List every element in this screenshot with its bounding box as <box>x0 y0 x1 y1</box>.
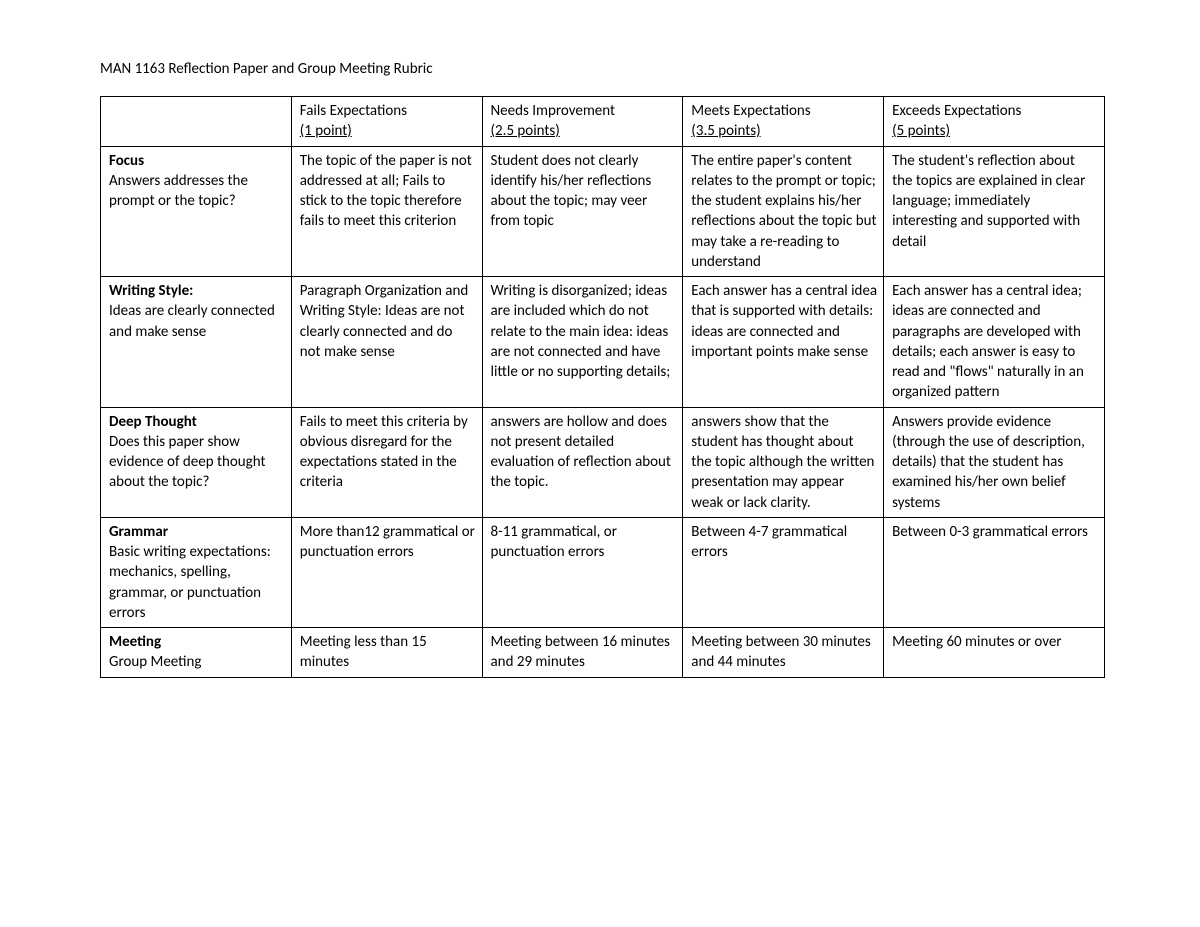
header-title: Needs Improvement <box>491 101 677 121</box>
header-title: Fails Expectations <box>300 101 476 121</box>
header-meets: Meets Expectations (3.5 points) <box>683 97 884 147</box>
criterion-desc: Ideas are clearly connected and make sen… <box>109 301 285 342</box>
cell-needs: 8-11 grammatical, or punctuation errors <box>482 517 683 627</box>
cell-meets: Each answer has a central idea that is s… <box>683 277 884 408</box>
criterion-cell: Grammar Basic writing expectations: mech… <box>101 517 292 627</box>
cell-fails: Paragraph Organization and Writing Style… <box>291 277 482 408</box>
criterion-desc: Group Meeting <box>109 652 285 672</box>
cell-needs: Meeting between 16 minutes and 29 minute… <box>482 628 683 678</box>
rubric-table: Fails Expectations (1 point) Needs Impro… <box>100 96 1105 678</box>
header-points: (2.5 points) <box>491 121 677 141</box>
criterion-title: Deep Thought <box>109 413 197 431</box>
cell-meets: The entire paper's content relates to th… <box>683 146 884 277</box>
header-points: (5 points) <box>892 121 1098 141</box>
cell-meets: Between 4-7 grammatical errors <box>683 517 884 627</box>
header-blank-cell <box>101 97 292 147</box>
header-points: (1 point) <box>300 121 476 141</box>
cell-needs: answers are hollow and does not present … <box>482 407 683 517</box>
table-row: Deep Thought Does this paper show eviden… <box>101 407 1105 517</box>
cell-fails: The topic of the paper is not addressed … <box>291 146 482 277</box>
table-row: Focus Answers addresses the prompt or th… <box>101 146 1105 277</box>
header-fails: Fails Expectations (1 point) <box>291 97 482 147</box>
criterion-cell: Focus Answers addresses the prompt or th… <box>101 146 292 277</box>
criterion-cell: Writing Style: Ideas are clearly connect… <box>101 277 292 408</box>
document-title: MAN 1163 Reflection Paper and Group Meet… <box>100 60 1105 78</box>
table-row: Grammar Basic writing expectations: mech… <box>101 517 1105 627</box>
criterion-title: Grammar <box>109 523 168 541</box>
criterion-title: Meeting <box>109 633 161 651</box>
cell-needs: Writing is disorganized; ideas are inclu… <box>482 277 683 408</box>
cell-needs: Student does not clearly identify his/he… <box>482 146 683 277</box>
criterion-title: Writing Style: <box>109 282 193 300</box>
header-title: Meets Expectations <box>691 101 877 121</box>
criterion-title: Focus <box>109 152 144 170</box>
table-header-row: Fails Expectations (1 point) Needs Impro… <box>101 97 1105 147</box>
cell-fails: Meeting less than 15 minutes <box>291 628 482 678</box>
criterion-desc: Does this paper show evidence of deep th… <box>109 432 285 493</box>
header-title: Exceeds Expectations <box>892 101 1098 121</box>
header-needs: Needs Improvement (2.5 points) <box>482 97 683 147</box>
cell-exceeds: The student's reflection about the topic… <box>884 146 1105 277</box>
table-row: Writing Style: Ideas are clearly connect… <box>101 277 1105 408</box>
cell-exceeds: Answers provide evidence (through the us… <box>884 407 1105 517</box>
criterion-desc: Basic writing expectations: mechanics, s… <box>109 542 285 623</box>
cell-exceeds: Between 0-3 grammatical errors <box>884 517 1105 627</box>
criterion-desc: Answers addresses the prompt or the topi… <box>109 171 285 212</box>
criterion-cell: Deep Thought Does this paper show eviden… <box>101 407 292 517</box>
cell-exceeds: Meeting 60 minutes or over <box>884 628 1105 678</box>
cell-meets: Meeting between 30 minutes and 44 minute… <box>683 628 884 678</box>
cell-fails: Fails to meet this criteria by obvious d… <box>291 407 482 517</box>
criterion-cell: Meeting Group Meeting <box>101 628 292 678</box>
header-exceeds: Exceeds Expectations (5 points) <box>884 97 1105 147</box>
header-points: (3.5 points) <box>691 121 877 141</box>
document-page: MAN 1163 Reflection Paper and Group Meet… <box>0 0 1200 718</box>
cell-meets: answers show that the student has though… <box>683 407 884 517</box>
table-row: Meeting Group Meeting Meeting less than … <box>101 628 1105 678</box>
cell-exceeds: Each answer has a central idea; ideas ar… <box>884 277 1105 408</box>
cell-fails: More than12 grammatical or punctuation e… <box>291 517 482 627</box>
